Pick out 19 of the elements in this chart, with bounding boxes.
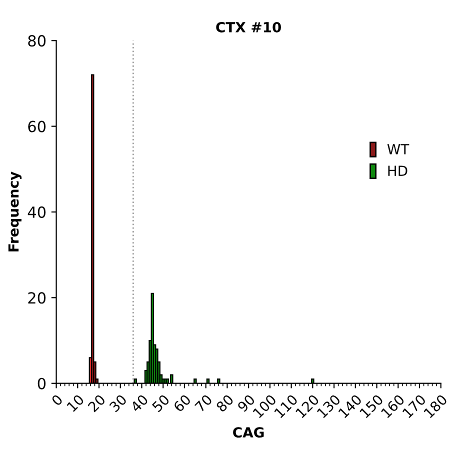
y-axis-title: Frequency <box>8 172 22 252</box>
x-tick-label: 60 <box>172 394 192 412</box>
x-tick-label: 70 <box>194 394 213 412</box>
x-tick-label: 40 <box>130 394 149 413</box>
y-tick-label: 40 <box>28 206 46 218</box>
x-tick-label: 20 <box>87 394 106 412</box>
x-tick-label: 80 <box>216 394 234 413</box>
x-tick-label: 30 <box>108 394 128 412</box>
legend-label: WT <box>387 144 410 154</box>
x-tick-label: 50 <box>152 394 170 412</box>
y-tick-label: 0 <box>38 378 46 390</box>
y-tick-label: 60 <box>28 120 46 132</box>
y-tick-label: 20 <box>28 292 46 304</box>
y-tick-label: 80 <box>28 35 46 47</box>
chart-title: CTX #10 <box>216 22 281 32</box>
x-tick-label: 10 <box>66 394 85 412</box>
x-tick-label: 0 <box>50 394 64 406</box>
x-axis-title: CAG <box>233 427 264 438</box>
legend-label: HD <box>388 166 408 176</box>
